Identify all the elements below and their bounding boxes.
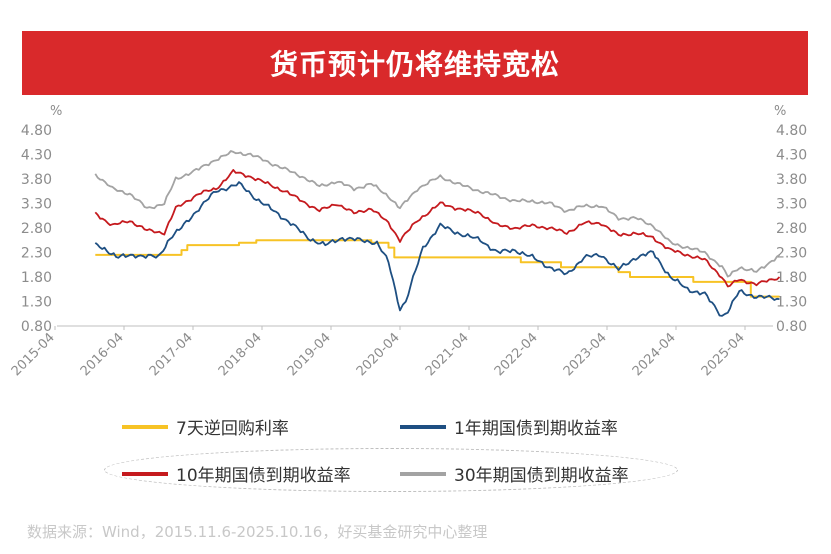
series-line-4: [94, 150, 780, 278]
legend-label: 7天逆回购利率: [176, 419, 289, 439]
y-tick-label-right: 3.30: [776, 197, 807, 213]
source-note: 数据来源：Wind，2015.11.6-2025.10.16，好买基金研究中心整…: [27, 523, 488, 541]
y-tick-label-right: 1.30: [776, 295, 807, 311]
y-tick-label-left: 1.30: [21, 295, 52, 311]
y-tick-label-right: 3.80: [776, 172, 807, 188]
series-line-3: [94, 169, 781, 288]
series-line-2: [94, 181, 780, 317]
y-tick-label-right: 0.80: [776, 319, 807, 335]
x-tick-label: 2021-04: [423, 330, 472, 379]
title-banner: 货币预计仍将维持宽松: [22, 31, 808, 95]
y-tick-label-left: 4.80: [21, 123, 52, 139]
x-tick-label: 2023-04: [561, 330, 610, 379]
x-tick-label: 2018-04: [216, 330, 265, 379]
series-line-1: [95, 239, 780, 298]
x-tick-label: 2016-04: [78, 330, 127, 379]
x-tick-label: 2015-04: [9, 330, 58, 379]
y-tick-label-left: 1.80: [21, 270, 52, 286]
y-tick-label-left: 3.30: [21, 197, 52, 213]
legend-label: 1年期国债到期收益率: [454, 419, 618, 439]
y-unit-left: %: [50, 104, 62, 119]
y-tick-label-right: 1.80: [776, 270, 807, 286]
x-tick-label: 2024-04: [630, 330, 679, 379]
chart-title: 货币预计仍将维持宽松: [269, 48, 560, 81]
x-tick-label: 2022-04: [492, 330, 541, 379]
x-tick-label: 2019-04: [285, 330, 334, 379]
y-tick-label-right: 4.80: [776, 123, 807, 139]
x-tick-label: 2017-04: [147, 330, 196, 379]
y-tick-label-left: 4.30: [21, 148, 52, 164]
y-tick-label-left: 0.80: [21, 319, 52, 335]
x-tick-label: 2025-04: [699, 330, 748, 379]
y-tick-label-right: 2.30: [776, 246, 807, 262]
y-tick-label-left: 3.80: [21, 172, 52, 188]
y-tick-label-left: 2.30: [21, 246, 52, 262]
y-tick-label-right: 2.80: [776, 221, 807, 237]
x-tick-label: 2020-04: [354, 330, 403, 379]
y-tick-label-right: 4.30: [776, 148, 807, 164]
y-unit-right: %: [774, 104, 786, 119]
y-tick-label-left: 2.80: [21, 221, 52, 237]
legend-highlight-ellipse: [104, 448, 678, 492]
